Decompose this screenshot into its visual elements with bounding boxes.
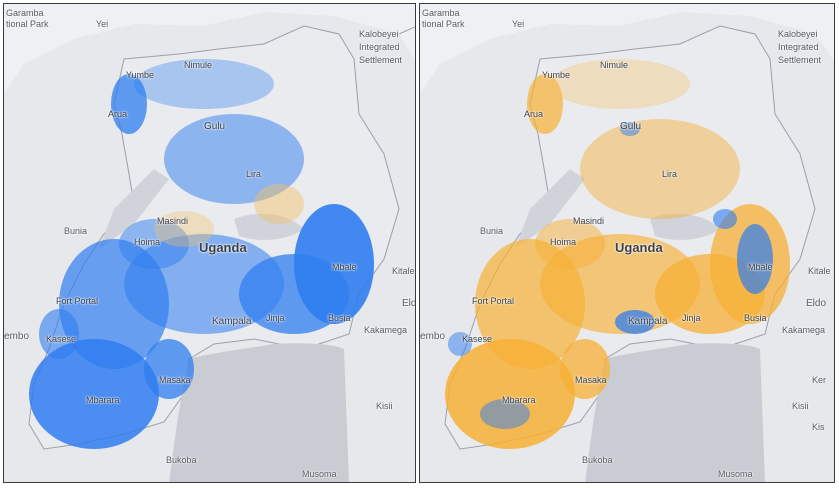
label-embo: embo <box>420 331 446 342</box>
map-panel-blue[interactable]: Garamba tional Park Yei Kalobeyei Integr… <box>3 3 416 483</box>
label-yumbe: Yumbe <box>542 70 571 80</box>
label-garamba: Garamba <box>422 8 460 18</box>
label-jinja: Jinja <box>266 313 285 323</box>
label-kalobeyei-integrated: Integrated <box>359 42 400 52</box>
label-arua: Arua <box>108 109 128 119</box>
label-yumbe: Yumbe <box>126 70 155 80</box>
map-canvas-blue <box>4 4 415 482</box>
label-kalobeyei: Kalobeyei <box>778 29 818 39</box>
lake-albert <box>515 169 585 249</box>
label-masaka: Masaka <box>159 375 191 385</box>
label-garamba: Garamba <box>6 8 44 18</box>
label-kalobeyei-settlement: Settlement <box>359 55 403 65</box>
label-kampala: Kampala <box>628 316 668 327</box>
label-hoima: Hoima <box>134 237 161 247</box>
label-mbale: Mbale <box>332 262 357 272</box>
label-yei: Yei <box>512 19 525 29</box>
map-canvas-orange <box>420 4 834 482</box>
label-kalobeyei-settlement: Settlement <box>778 55 822 65</box>
label-nimule: Nimule <box>184 60 213 70</box>
label-kisii: Kisii <box>376 401 393 411</box>
label-kampala: Kampala <box>212 316 252 327</box>
label-kalobeyei-integrated: Integrated <box>778 42 819 52</box>
label-arua: Arua <box>524 109 544 119</box>
label-kasese: Kasese <box>46 334 77 344</box>
label-musoma: Musoma <box>302 469 337 479</box>
label-fort-portal: Fort Portal <box>56 296 99 306</box>
label-gulu: Gulu <box>620 121 642 132</box>
label-masindi: Masindi <box>573 216 605 226</box>
label-lira: Lira <box>246 169 262 179</box>
label-masindi: Masindi <box>157 216 189 226</box>
label-mbarara: Mbarara <box>86 395 120 405</box>
label-hoima: Hoima <box>550 237 577 247</box>
label-country-uganda: Uganda <box>615 240 663 255</box>
lake-victoria <box>585 343 765 482</box>
lake-kyoga <box>650 213 720 240</box>
lake-kyoga <box>234 213 304 240</box>
label-bunia: Bunia <box>480 226 504 236</box>
label-bukoba: Bukoba <box>582 455 613 465</box>
label-bukoba: Bukoba <box>166 455 197 465</box>
label-fort-portal: Fort Portal <box>472 296 515 306</box>
label-mbarara: Mbarara <box>502 395 536 405</box>
label-nimule: Nimule <box>600 60 629 70</box>
label-garamba-park: tional Park <box>422 19 465 29</box>
label-masaka: Masaka <box>575 375 607 385</box>
label-musoma: Musoma <box>718 469 753 479</box>
label-kis: Kis <box>812 422 825 432</box>
density-layer-orange <box>445 59 790 449</box>
label-yei: Yei <box>96 19 109 29</box>
label-bunia: Bunia <box>64 226 88 236</box>
label-kisii: Kisii <box>792 401 809 411</box>
border-line <box>398 26 415 35</box>
label-busia: Busia <box>744 313 767 323</box>
label-garamba-park: tional Park <box>6 19 49 29</box>
label-mbale: Mbale <box>748 262 773 272</box>
label-embo: embo <box>4 331 30 342</box>
label-kasese: Kasese <box>462 334 493 344</box>
label-busia: Busia <box>328 313 351 323</box>
lake-victoria <box>169 343 349 482</box>
lake-albert <box>99 169 169 249</box>
label-kalobeyei: Kalobeyei <box>359 29 399 39</box>
label-eldoret: Eldo <box>806 298 827 309</box>
label-kakamega: Kakamega <box>782 325 826 335</box>
density-layer-blue <box>29 59 374 449</box>
map-panel-orange[interactable]: Garamba tional Park Yei Kalobeyei Integr… <box>419 3 835 483</box>
label-gulu: Gulu <box>204 121 226 132</box>
label-country-uganda: Uganda <box>199 240 247 255</box>
label-lira: Lira <box>662 169 678 179</box>
label-kitale: Kitale <box>392 266 415 276</box>
label-eldoret: Eld <box>402 298 416 309</box>
label-kitale: Kitale <box>808 266 831 276</box>
label-jinja: Jinja <box>682 313 701 323</box>
label-kakamega: Kakamega <box>364 325 408 335</box>
label-kericho: Ker <box>812 375 827 385</box>
